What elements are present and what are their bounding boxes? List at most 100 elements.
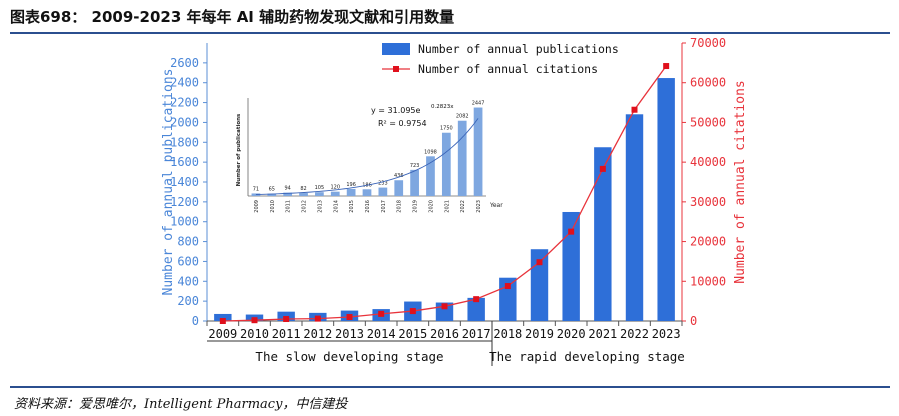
right-tick-label: 30000 bbox=[690, 195, 726, 209]
inset-year-label: 2015 bbox=[349, 200, 355, 213]
stage-label-slow: The slow developing stage bbox=[255, 349, 443, 364]
page-title: 图表698： 2009-2023 年每年 AI 辅助药物发现文献和引用数量 bbox=[10, 8, 455, 26]
inset-year-label: 2014 bbox=[333, 200, 339, 213]
x-tick-label: 2018 bbox=[493, 327, 522, 341]
inset-x-title: Year bbox=[489, 202, 503, 209]
inset-year-label: 2017 bbox=[381, 200, 387, 213]
inset-bar bbox=[299, 193, 308, 196]
citation-point bbox=[283, 316, 290, 323]
left-tick-label: 1200 bbox=[170, 195, 199, 209]
inset-data-label: 1750 bbox=[440, 126, 453, 132]
citation-point bbox=[504, 283, 511, 290]
legend-line-marker bbox=[393, 66, 399, 72]
inset-bar bbox=[330, 191, 340, 196]
publication-bar bbox=[625, 114, 644, 321]
inset-bar bbox=[410, 169, 419, 196]
publication-bar bbox=[214, 313, 232, 321]
right-tick-label: 40000 bbox=[690, 155, 726, 169]
x-tick-label: 2023 bbox=[652, 327, 681, 341]
citation-point bbox=[378, 310, 385, 317]
inset-year-label: 2020 bbox=[428, 200, 434, 213]
right-tick-label: 50000 bbox=[690, 115, 726, 129]
inset-year-label: 2018 bbox=[397, 200, 403, 213]
left-tick-label: 1800 bbox=[170, 135, 199, 149]
x-tick-label: 2021 bbox=[588, 327, 617, 341]
right-tick-label: 0 bbox=[690, 314, 697, 328]
dual-axis-chart: 0200400600800100012001400160018002000220… bbox=[161, 36, 748, 366]
inset-year-label: 2022 bbox=[460, 200, 466, 213]
x-tick-label: 2020 bbox=[557, 327, 586, 341]
inset-bar bbox=[378, 187, 388, 196]
inset-year-label: 2019 bbox=[413, 200, 419, 213]
citation-point bbox=[251, 317, 258, 324]
left-tick-label: 1600 bbox=[170, 155, 199, 169]
right-tick-label: 60000 bbox=[690, 76, 726, 90]
inset-data-label: 2082 bbox=[456, 114, 469, 120]
publication-bar bbox=[657, 78, 675, 322]
legend-citations-label: Number of annual citations bbox=[418, 62, 598, 76]
x-tick-label: 2015 bbox=[398, 327, 427, 341]
inset-bar bbox=[441, 132, 451, 196]
inset-bar bbox=[251, 193, 261, 196]
left-tick-label: 1400 bbox=[170, 175, 199, 189]
left-tick-label: 2000 bbox=[170, 115, 199, 129]
citation-point bbox=[219, 318, 226, 324]
inset-data-label: 1098 bbox=[424, 149, 437, 155]
inset-data-label: 105 bbox=[315, 185, 325, 191]
inset-data-label: 2447 bbox=[472, 101, 485, 107]
inset-data-label: 120 bbox=[330, 185, 340, 191]
left-tick-label: 2600 bbox=[170, 56, 199, 70]
x-tick-label: 2016 bbox=[430, 327, 459, 341]
inset-fit-curve bbox=[255, 118, 479, 195]
footer-rule bbox=[10, 386, 890, 388]
x-tick-label: 2011 bbox=[272, 327, 301, 341]
inset-bar bbox=[346, 188, 356, 196]
inset-data-label: 71 bbox=[253, 186, 259, 192]
left-tick-label: 1000 bbox=[170, 215, 199, 229]
inset-year-label: 2011 bbox=[286, 200, 292, 213]
publication-bar bbox=[467, 297, 485, 321]
citation-point bbox=[314, 315, 321, 322]
inset-bar bbox=[315, 192, 324, 196]
inset-data-label: 196 bbox=[346, 182, 356, 188]
inset-bar bbox=[457, 120, 467, 196]
inset-data-label: 723 bbox=[410, 163, 420, 169]
inset-y-title: Number of publications bbox=[236, 113, 242, 186]
stage-label-rapid: The rapid developing stage bbox=[489, 349, 685, 364]
x-tick-label: 2012 bbox=[303, 327, 332, 341]
publication-bar bbox=[530, 249, 549, 321]
inset-year-label: 2009 bbox=[254, 200, 260, 213]
citation-point bbox=[346, 314, 353, 321]
x-tick-label: 2013 bbox=[335, 327, 364, 341]
publication-bar bbox=[594, 147, 612, 321]
citation-point bbox=[409, 308, 416, 315]
left-tick-label: 400 bbox=[177, 274, 199, 288]
source-note: 资料来源：爱思唯尔，Intelligent Pharmacy，中信建投 bbox=[14, 397, 348, 412]
x-tick-label: 2014 bbox=[367, 327, 396, 341]
inset-fit-exponent: 0.2823x bbox=[431, 104, 454, 110]
x-tick-label: 2010 bbox=[240, 327, 269, 341]
inset-year-label: 2016 bbox=[365, 200, 371, 213]
legend-publications-label: Number of annual publications bbox=[418, 42, 619, 56]
inset-bar bbox=[394, 180, 404, 196]
inset-year-label: 2013 bbox=[317, 200, 323, 213]
inset-year-label: 2023 bbox=[476, 200, 482, 213]
inset-bar bbox=[362, 189, 372, 196]
inset-data-label: 233 bbox=[378, 181, 388, 187]
x-tick-label: 2022 bbox=[620, 327, 649, 341]
legend-bar-swatch bbox=[382, 43, 410, 55]
title-bar: 图表698： 2009-2023 年每年 AI 辅助药物发现文献和引用数量 bbox=[10, 4, 890, 34]
right-tick-label: 10000 bbox=[690, 274, 726, 288]
left-tick-label: 2400 bbox=[170, 76, 199, 90]
left-tick-label: 800 bbox=[177, 235, 199, 249]
citation-point bbox=[536, 259, 543, 266]
left-tick-label: 200 bbox=[177, 294, 199, 308]
inset-fit-equation: y = 31.095e bbox=[371, 106, 421, 115]
publication-bar bbox=[562, 211, 580, 321]
inset-data-label: 436 bbox=[394, 173, 404, 179]
x-tick-label: 2009 bbox=[208, 327, 237, 341]
left-tick-label: 2200 bbox=[170, 96, 199, 110]
citation-point bbox=[473, 296, 480, 303]
inset-r-squared: R² = 0.9754 bbox=[378, 119, 427, 128]
inset-bar bbox=[426, 156, 435, 196]
